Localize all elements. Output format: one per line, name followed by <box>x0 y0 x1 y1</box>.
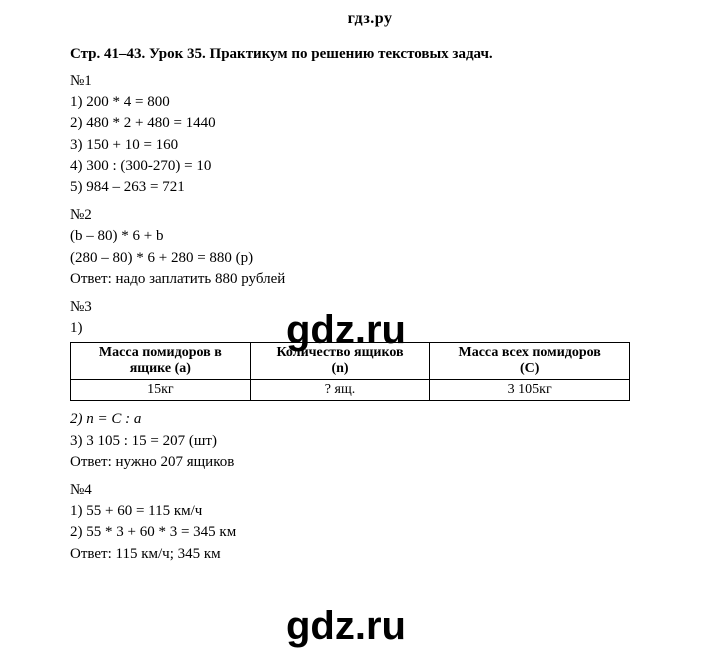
lesson-title: Стр. 41–43. Урок 35. Практикум по решени… <box>70 46 670 63</box>
p3-part1: 1) <box>70 318 670 338</box>
table-header: Масса всех помидоров (С) <box>430 343 630 380</box>
p4-line: 1) 55 + 60 = 115 км/ч <box>70 501 670 521</box>
p2-line: (280 – 80) * 6 + 280 = 880 (р) <box>70 248 670 268</box>
p1-item: 5) 984 – 263 = 721 <box>70 177 670 197</box>
p4-line: 2) 55 * 3 + 60 * 3 = 345 км <box>70 522 670 542</box>
table-row: 15кг ? ящ. 3 105кг <box>71 380 630 401</box>
p1-item: 2) 480 * 2 + 480 = 1440 <box>70 113 670 133</box>
problem-1-label: №1 <box>70 73 670 90</box>
p1-item: 1) 200 * 4 = 800 <box>70 92 670 112</box>
table-cell: ? ящ. <box>250 380 430 401</box>
data-table: Масса помидоров в ящике (a) Количество я… <box>70 342 630 401</box>
site-header: гдз.ру <box>70 10 670 28</box>
p3-after: Ответ: нужно 207 ящиков <box>70 452 670 472</box>
problem-3-label: №3 <box>70 299 670 316</box>
problem-2-label: №2 <box>70 207 670 224</box>
table-cell: 3 105кг <box>430 380 630 401</box>
p4-line: Ответ: 115 км/ч; 345 км <box>70 544 670 564</box>
table-header-row: Масса помидоров в ящике (a) Количество я… <box>71 343 630 380</box>
table-header: Количество ящиков (n) <box>250 343 430 380</box>
p1-item: 4) 300 : (300-270) = 10 <box>70 156 670 176</box>
p3-after: 3) 3 105 : 15 = 207 (шт) <box>70 431 670 451</box>
table-cell: 15кг <box>71 380 251 401</box>
p1-item: 3) 150 + 10 = 160 <box>70 135 670 155</box>
table-header: Масса помидоров в ящике (a) <box>71 343 251 380</box>
watermark-text: gdz.ru <box>286 604 406 649</box>
p2-line: (b – 80) * 6 + b <box>70 226 670 246</box>
p3-after: 2) n = C : a <box>70 409 670 429</box>
p2-line: Ответ: надо заплатить 880 рублей <box>70 269 670 289</box>
problem-4-label: №4 <box>70 482 670 499</box>
